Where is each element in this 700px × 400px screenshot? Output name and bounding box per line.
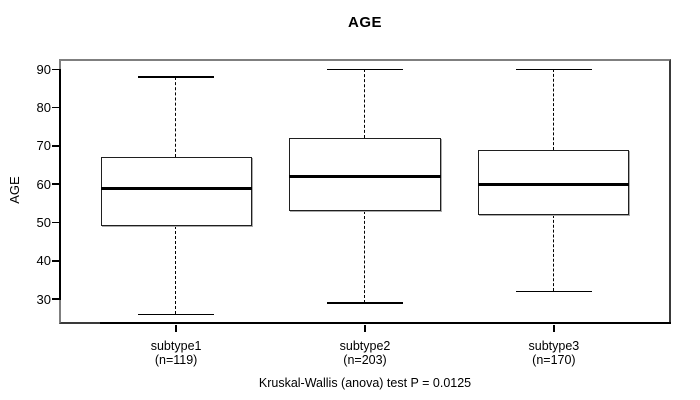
group-name-label: subtype3 — [528, 339, 580, 353]
y-tick-mark — [52, 183, 59, 185]
footnote: Kruskal-Wallis (anova) test P = 0.0125 — [258, 376, 472, 390]
y-tick-label: 50 — [36, 215, 51, 231]
group-count-label: (n=119) — [154, 352, 198, 367]
x-axis-group-label: subtype1 (n=119) — [96, 339, 256, 367]
whisker-upper-cap — [138, 76, 214, 78]
y-tick-mark — [52, 145, 59, 147]
group-count-label: (n=170) — [532, 352, 576, 367]
y-tick-label: 60 — [36, 176, 51, 192]
y-tick-label: 90 — [36, 61, 51, 77]
group-name-label: subtype2 — [339, 339, 391, 353]
group-name-label: subtype1 — [150, 339, 202, 353]
y-tick-label: 70 — [36, 138, 51, 154]
whisker-lower-cap — [138, 313, 214, 316]
y-tick-mark — [52, 298, 59, 300]
y-tick-mark — [52, 68, 59, 71]
chart-title: AGE — [347, 14, 382, 31]
y-tick-label: 30 — [36, 291, 51, 307]
y-tick-mark — [52, 260, 59, 262]
whisker-lower-line — [175, 226, 177, 315]
x-axis-group-label: subtype2 (n=203) — [285, 339, 445, 367]
median-line — [478, 182, 630, 186]
x-axis-group-label: subtype3 (n=170) — [474, 339, 634, 367]
whisker-upper-line — [553, 69, 555, 150]
median-line — [289, 175, 441, 179]
whisker-upper-line — [364, 69, 366, 139]
whisker-upper-cap — [516, 68, 592, 71]
y-axis-line — [59, 69, 61, 300]
y-tick-mark — [52, 221, 59, 224]
group-count-label: (n=203) — [343, 352, 387, 367]
y-tick-label: 80 — [36, 100, 51, 116]
whisker-upper-cap — [327, 68, 403, 71]
y-axis-label: AGE — [7, 176, 22, 204]
whisker-lower-cap — [516, 290, 592, 293]
whisker-lower-line — [553, 214, 555, 292]
median-line — [100, 186, 252, 190]
iqr-box — [100, 157, 252, 227]
x-tick-mark — [364, 325, 366, 332]
y-tick-label: 40 — [36, 253, 51, 269]
x-axis-line — [100, 322, 671, 324]
whisker-lower-line — [364, 211, 366, 303]
whisker-upper-line — [175, 76, 177, 158]
x-tick-mark — [553, 325, 555, 332]
y-tick-mark — [52, 106, 59, 109]
whisker-lower-cap — [327, 302, 403, 304]
iqr-box — [478, 149, 630, 215]
x-tick-mark — [175, 325, 177, 332]
iqr-box — [289, 138, 441, 212]
